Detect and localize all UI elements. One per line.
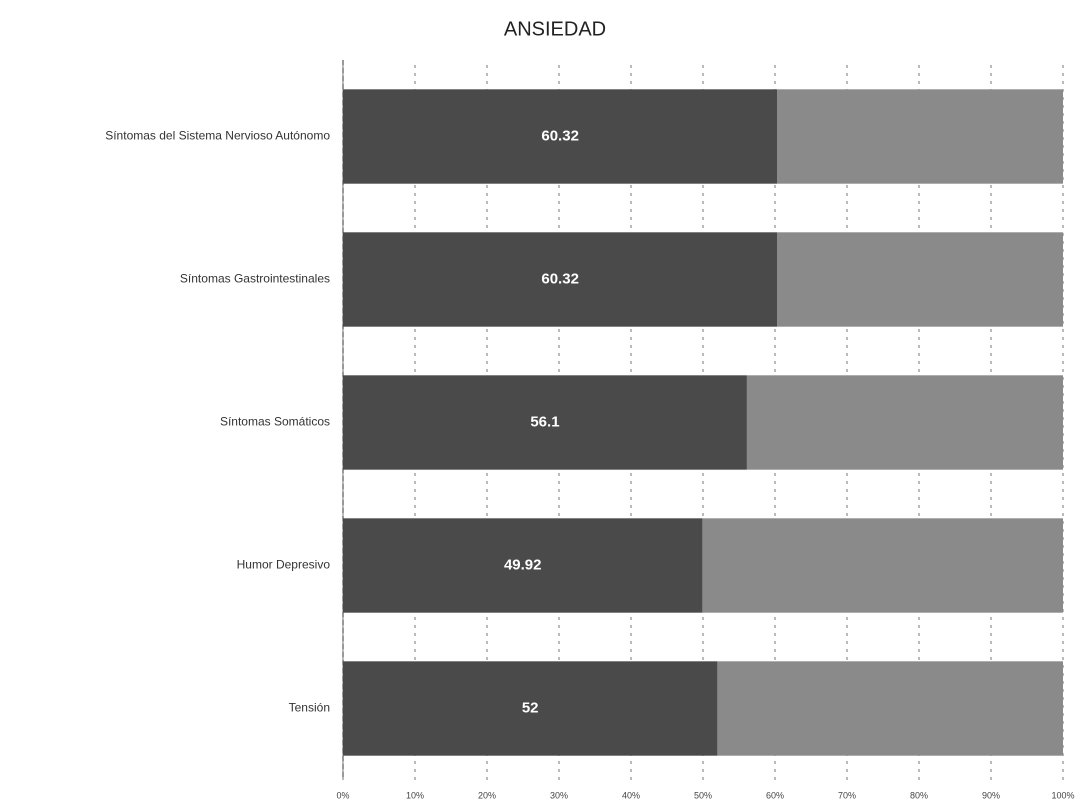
bar-segment [717,661,1063,756]
x-tick-label: 90% [982,790,1000,800]
x-tick-label: 60% [766,790,784,800]
y-tick-label: Síntomas del Sistema Nervioso Autónomo [105,129,330,143]
bar-segment [343,89,778,184]
x-tick-label: 20% [478,790,496,800]
y-tick-label: Tensión [289,701,330,715]
data-label: 52 [522,699,539,716]
y-tick-label: Síntomas Somáticos [220,415,330,429]
x-tick-label: 100% [1051,790,1074,800]
bar-segment [777,89,1063,184]
data-label: 56.1 [530,413,559,430]
x-tick-label: 80% [910,790,928,800]
y-tick-label: Síntomas Gastrointestinales [180,272,330,286]
bar-segment [702,518,1063,613]
data-label: 60.32 [541,127,579,144]
data-label: 49.92 [504,556,542,573]
x-tick-label: 40% [622,790,640,800]
bar-segment [343,375,747,470]
bar-segment [343,232,778,327]
x-tick-label: 0% [336,790,349,800]
chart-title: ANSIEDAD [504,18,606,40]
data-label: 60.32 [541,270,579,287]
x-tick-label: 30% [550,790,568,800]
bar-segment [343,518,703,613]
bar-segment [777,232,1063,327]
bar-segment [343,661,718,756]
x-tick-label: 50% [694,790,712,800]
x-tick-label: 70% [838,790,856,800]
y-tick-label: Humor Depresivo [237,558,331,572]
x-tick-label: 10% [406,790,424,800]
bar-segment [746,375,1063,470]
